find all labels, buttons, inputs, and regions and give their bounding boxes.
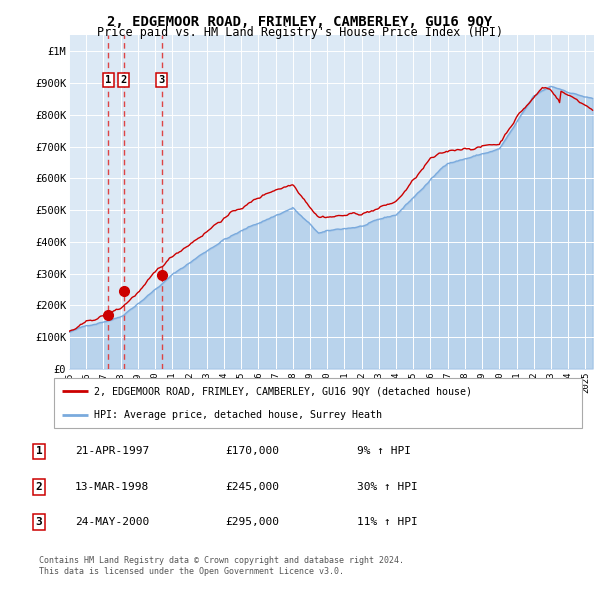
Text: 2, EDGEMOOR ROAD, FRIMLEY, CAMBERLEY, GU16 9QY: 2, EDGEMOOR ROAD, FRIMLEY, CAMBERLEY, GU… (107, 15, 493, 29)
Text: 24-MAY-2000: 24-MAY-2000 (75, 517, 149, 527)
Text: 3: 3 (35, 517, 43, 527)
Text: £170,000: £170,000 (225, 447, 279, 456)
Text: 3: 3 (158, 75, 165, 85)
Text: HPI: Average price, detached house, Surrey Heath: HPI: Average price, detached house, Surr… (94, 410, 382, 420)
Text: 30% ↑ HPI: 30% ↑ HPI (357, 482, 418, 491)
Text: 2: 2 (35, 482, 43, 491)
FancyBboxPatch shape (54, 378, 582, 428)
Text: 1: 1 (35, 447, 43, 456)
Text: Contains HM Land Registry data © Crown copyright and database right 2024.
This d: Contains HM Land Registry data © Crown c… (39, 556, 404, 576)
Text: £245,000: £245,000 (225, 482, 279, 491)
Text: 2, EDGEMOOR ROAD, FRIMLEY, CAMBERLEY, GU16 9QY (detached house): 2, EDGEMOOR ROAD, FRIMLEY, CAMBERLEY, GU… (94, 386, 472, 396)
Text: £295,000: £295,000 (225, 517, 279, 527)
Text: 13-MAR-1998: 13-MAR-1998 (75, 482, 149, 491)
Text: 9% ↑ HPI: 9% ↑ HPI (357, 447, 411, 456)
Text: 2: 2 (121, 75, 127, 85)
Text: 1: 1 (105, 75, 112, 85)
Text: 11% ↑ HPI: 11% ↑ HPI (357, 517, 418, 527)
Text: Price paid vs. HM Land Registry's House Price Index (HPI): Price paid vs. HM Land Registry's House … (97, 26, 503, 39)
Text: 21-APR-1997: 21-APR-1997 (75, 447, 149, 456)
